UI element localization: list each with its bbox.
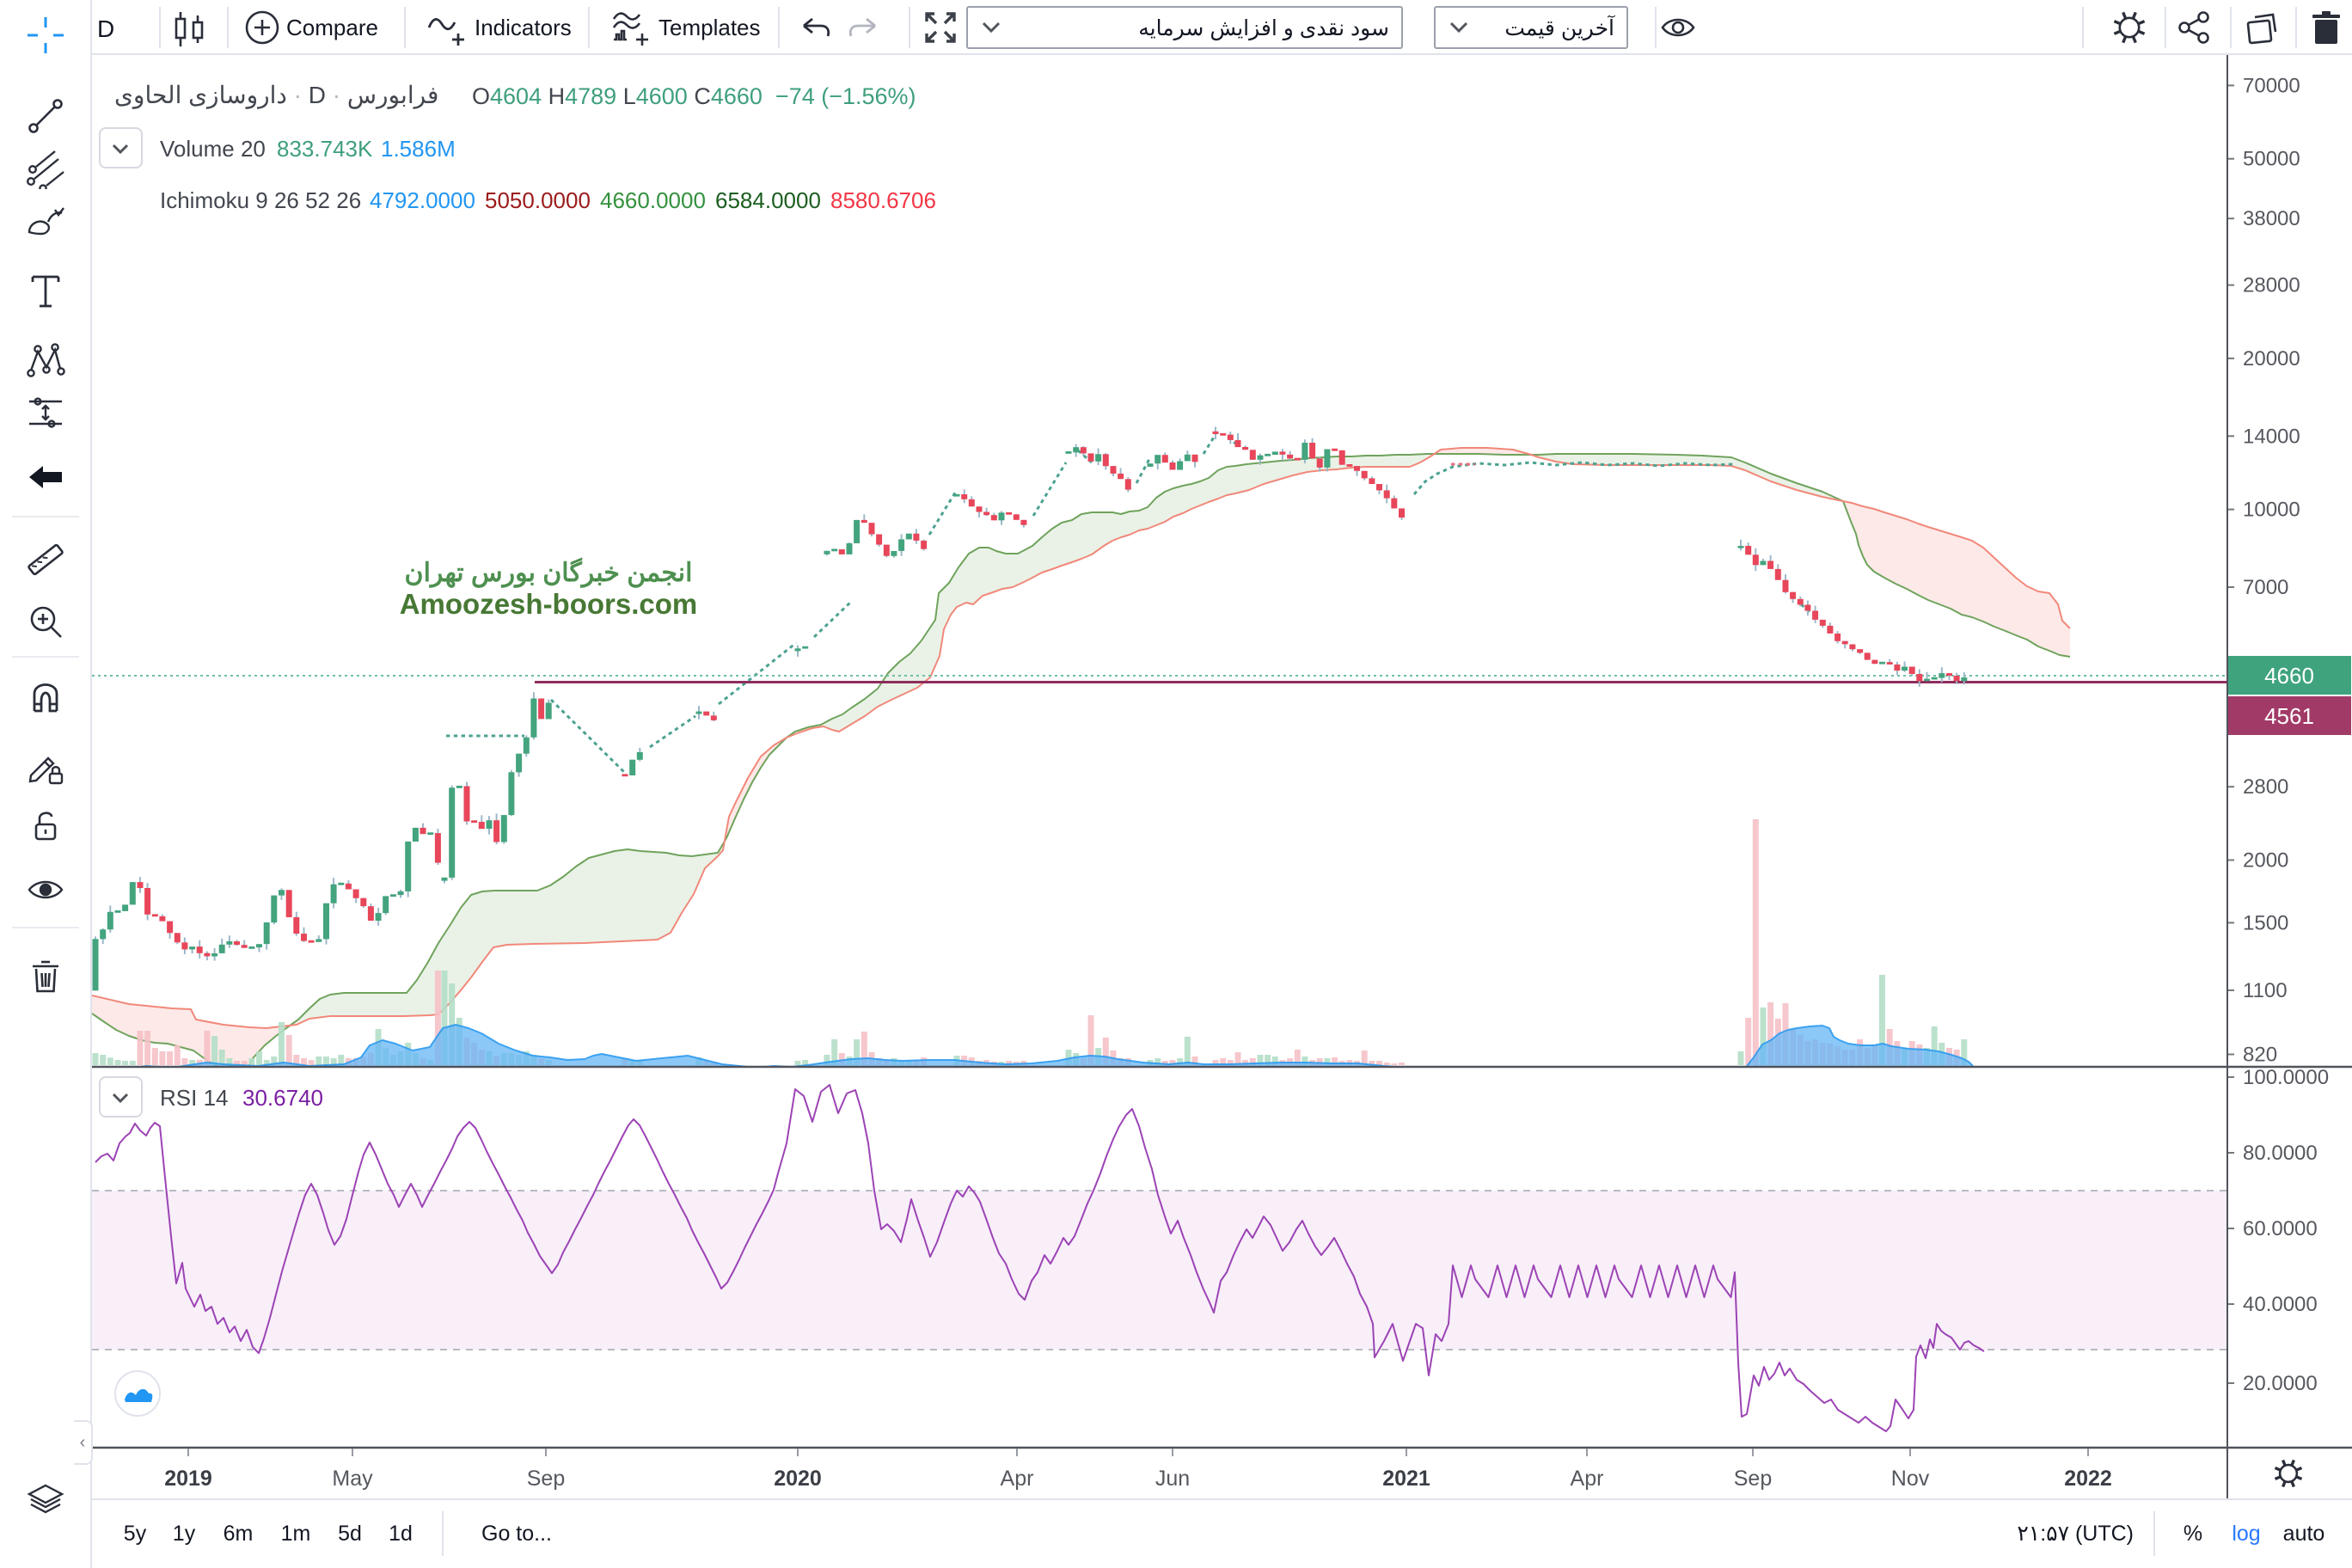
svg-text:Nov: Nov [1891,1467,1930,1491]
svg-text:2020: 2020 [774,1467,822,1491]
svg-text:Sep: Sep [527,1467,565,1491]
svg-text:70000: 70000 [2243,74,2300,97]
svg-text:4660: 4660 [2264,663,2314,689]
svg-text:100.0000: 100.0000 [2243,1066,2329,1089]
svg-text:40.0000: 40.0000 [2243,1293,2318,1316]
svg-text:14000: 14000 [2243,425,2300,448]
svg-text:2000: 2000 [2243,849,2288,873]
svg-text:Apr: Apr [1001,1467,1034,1491]
svg-text:انجمن خبرگان بورس تهران: انجمن خبرگان بورس تهران [405,557,693,588]
svg-text:38000: 38000 [2243,207,2300,230]
svg-text:1500: 1500 [2243,911,2288,934]
svg-text:2021: 2021 [1382,1467,1430,1491]
svg-text:Apr: Apr [1571,1467,1604,1491]
svg-text:4561: 4561 [2264,703,2314,729]
svg-text:50000: 50000 [2243,148,2300,171]
svg-text:Sep: Sep [1734,1467,1772,1491]
svg-text:Amoozesh-boors.com: Amoozesh-boors.com [400,588,698,620]
svg-text:820: 820 [2243,1044,2277,1067]
svg-text:28000: 28000 [2243,274,2300,297]
svg-text:Jun: Jun [1155,1467,1190,1491]
svg-text:1100: 1100 [2243,979,2288,1002]
svg-text:2800: 2800 [2243,775,2288,799]
svg-text:80.0000: 80.0000 [2243,1142,2318,1165]
svg-text:20000: 20000 [2243,347,2300,371]
svg-text:2022: 2022 [2064,1467,2112,1491]
svg-text:20.0000: 20.0000 [2243,1372,2318,1395]
svg-text:7000: 7000 [2243,576,2288,599]
svg-text:10000: 10000 [2243,499,2300,522]
svg-text:60.0000: 60.0000 [2243,1217,2318,1240]
svg-text:May: May [332,1467,373,1491]
svg-text:2019: 2019 [164,1467,212,1491]
